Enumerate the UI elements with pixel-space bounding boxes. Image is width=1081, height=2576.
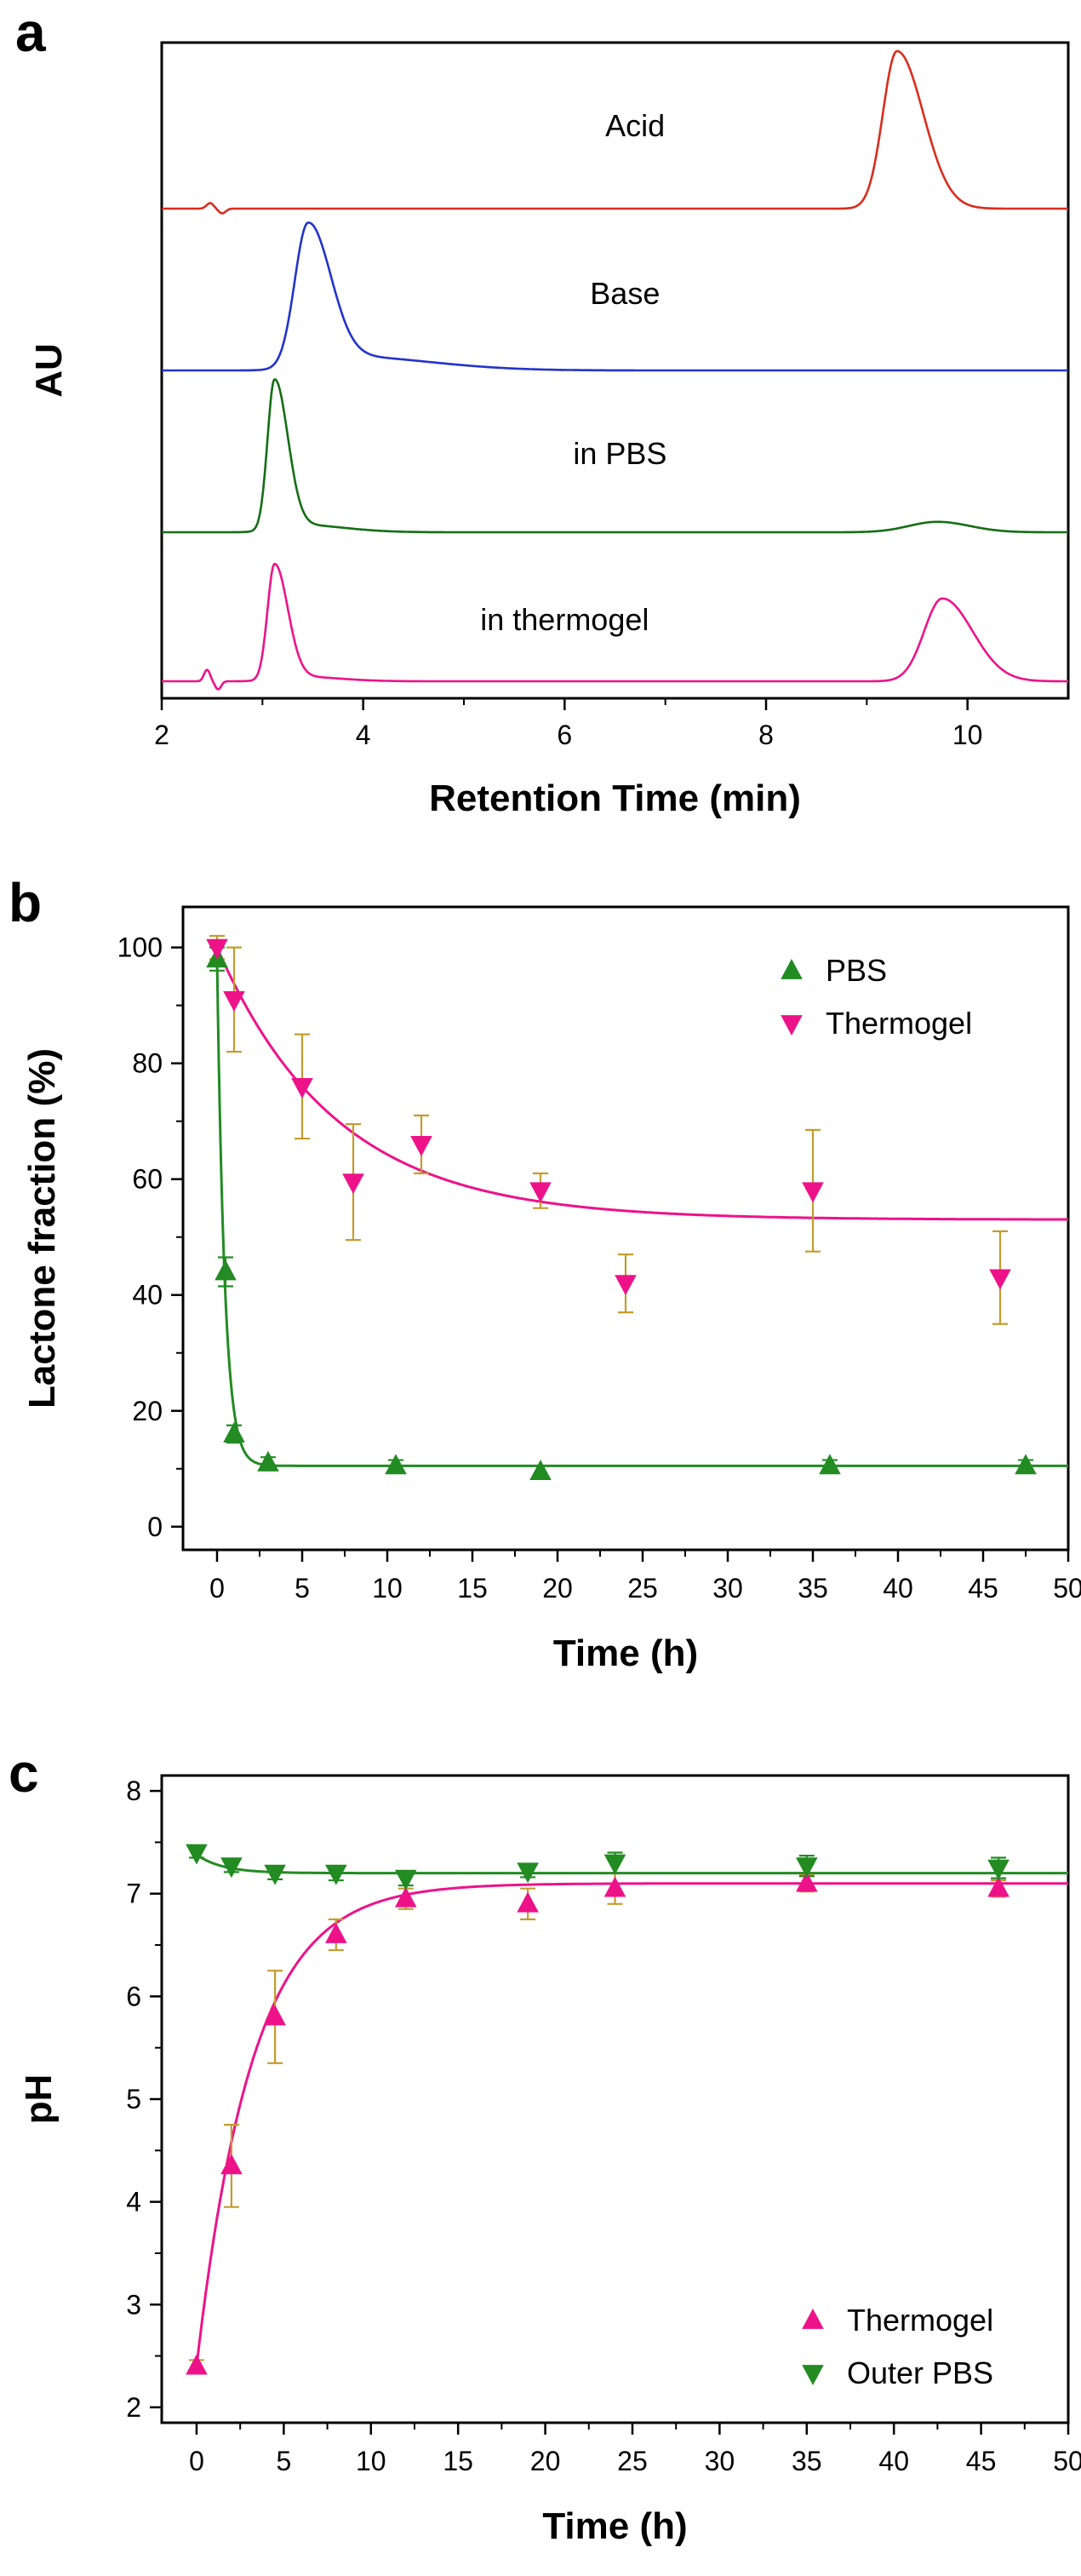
svg-text:100: 100 [117, 932, 163, 963]
svg-text:2: 2 [126, 2392, 141, 2423]
svg-text:AU: AU [28, 343, 70, 398]
svg-text:Thermogel: Thermogel [826, 1006, 972, 1041]
svg-text:15: 15 [443, 2446, 473, 2476]
svg-text:35: 35 [792, 2446, 822, 2476]
svg-text:in thermogel: in thermogel [480, 602, 649, 637]
svg-text:Time (h): Time (h) [553, 1632, 698, 1674]
svg-text:Thermogel: Thermogel [847, 2303, 993, 2338]
svg-text:15: 15 [457, 1573, 488, 1604]
svg-text:40: 40 [878, 2446, 909, 2476]
lactone-fraction-chart: 0 5 10 15 20 25 30 35 40 45 50 0 20 40 60 80 100 Time (h)… [21, 905, 1081, 1674]
svg-text:4: 4 [356, 720, 371, 750]
svg-text:50: 50 [1053, 1573, 1081, 1604]
svg-text:5: 5 [295, 1573, 310, 1604]
svg-text:10: 10 [372, 1573, 403, 1604]
svg-text:45: 45 [968, 1573, 998, 1604]
svg-text:40: 40 [883, 1573, 913, 1604]
svg-text:in PBS: in PBS [573, 436, 666, 471]
svg-text:6: 6 [126, 1981, 141, 2011]
svg-text:Outer PBS: Outer PBS [847, 2355, 993, 2390]
svg-text:7: 7 [126, 1879, 141, 1909]
svg-text:5: 5 [276, 2446, 291, 2476]
svg-text:Acid: Acid [605, 108, 665, 143]
svg-text:50: 50 [1053, 2446, 1081, 2476]
svg-text:0: 0 [189, 2446, 204, 2476]
svg-text:5: 5 [126, 2084, 141, 2114]
svg-text:Retention Time (min): Retention Time (min) [429, 777, 801, 819]
chromatogram-chart: 2 4 6 8 10 Retention Time (min) AU Acid Base in P… [28, 41, 1070, 819]
svg-text:30: 30 [712, 1573, 743, 1604]
svg-text:35: 35 [798, 1573, 828, 1604]
panel-label-b: b [9, 872, 43, 933]
svg-text:8: 8 [758, 720, 774, 750]
svg-text:20: 20 [542, 1573, 573, 1604]
svg-text:25: 25 [627, 1573, 658, 1604]
svg-text:2: 2 [154, 720, 169, 750]
svg-text:60: 60 [132, 1164, 163, 1195]
svg-text:pH: pH [18, 2074, 60, 2125]
svg-text:20: 20 [530, 2446, 561, 2476]
svg-text:3: 3 [126, 2289, 141, 2320]
svg-text:6: 6 [557, 720, 572, 750]
svg-text:Base: Base [590, 276, 660, 311]
svg-text:PBS: PBS [826, 953, 887, 988]
panel-label-c: c [9, 1742, 39, 1804]
svg-text:30: 30 [705, 2446, 735, 2476]
svg-text:20: 20 [132, 1396, 163, 1426]
svg-text:0: 0 [209, 1573, 225, 1604]
svg-text:25: 25 [617, 2446, 648, 2476]
svg-text:40: 40 [132, 1280, 163, 1311]
svg-text:Lactone fraction (%): Lactone fraction (%) [21, 1048, 63, 1408]
svg-text:10: 10 [356, 2446, 386, 2476]
svg-text:10: 10 [952, 720, 983, 750]
svg-text:80: 80 [132, 1048, 163, 1079]
svg-text:45: 45 [966, 2446, 997, 2476]
svg-text:Time (h): Time (h) [542, 2505, 687, 2547]
svg-text:0: 0 [147, 1512, 163, 1542]
panel-label-a: a [15, 2, 46, 63]
svg-text:8: 8 [126, 1776, 141, 1806]
svg-text:4: 4 [126, 2187, 141, 2217]
